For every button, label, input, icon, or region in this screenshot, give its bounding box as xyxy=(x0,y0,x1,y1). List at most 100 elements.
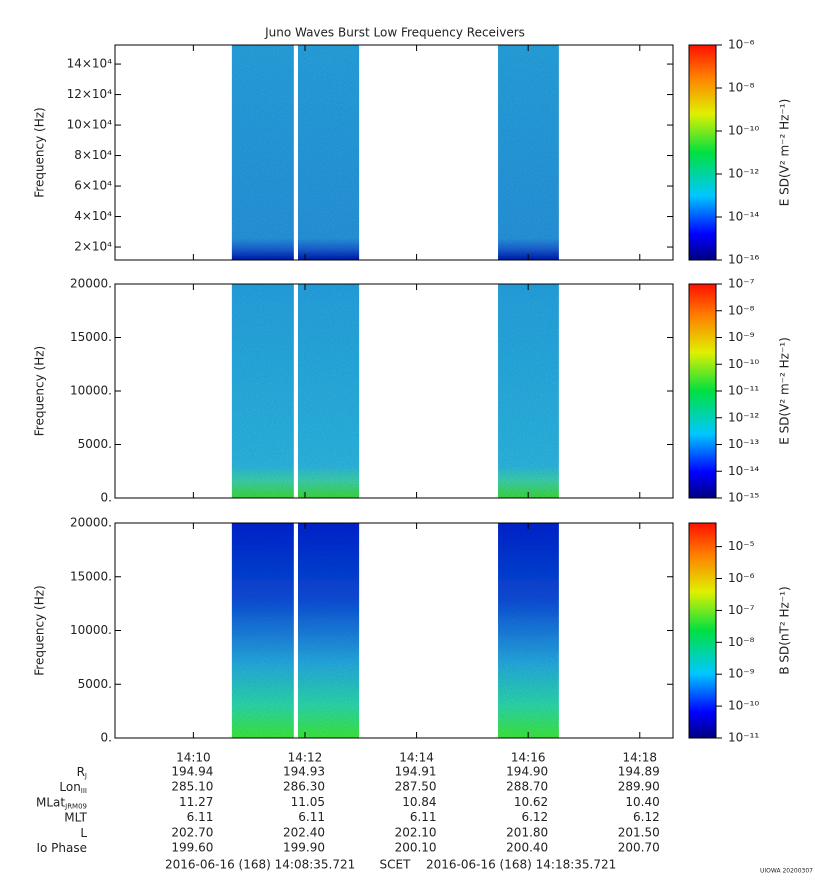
y-tick-label: 0. xyxy=(101,491,112,505)
colorbar-tick-label: 10⁻¹¹ xyxy=(728,731,759,745)
y-tick-label: 10000. xyxy=(70,623,112,637)
spectrogram-block xyxy=(498,523,559,738)
ephemeris-value: 194.91 xyxy=(395,765,437,779)
y-tick-label: 5000. xyxy=(78,677,112,691)
colorbar-tick-label: 10⁻⁷ xyxy=(728,277,755,291)
ephemeris-value: 194.94 xyxy=(171,765,213,779)
ephemeris-label-sub: III xyxy=(81,787,87,795)
plot-frame xyxy=(114,283,674,499)
colorbar-tick-label: 10⁻¹⁰ xyxy=(728,699,759,713)
colorbar-tick-label: 10⁻¹⁶ xyxy=(728,253,759,267)
ephemeris-value: 199.60 xyxy=(171,841,213,855)
y-tick-label: 20000. xyxy=(70,277,112,291)
spectrogram-block xyxy=(298,45,360,260)
ephemeris-value: 285.10 xyxy=(171,780,213,794)
footer-start: 2016-06-16 (168) 14:08:35.721 xyxy=(165,858,355,872)
colorbar-tick-label: 10⁻¹⁰ xyxy=(728,124,759,138)
chart-title: Juno Waves Burst Low Frequency Receivers xyxy=(264,26,525,40)
y-tick-label: 8×10⁴ xyxy=(74,148,112,162)
colorbar-tick-label: 10⁻⁶ xyxy=(728,571,755,585)
colorbar-tick-label: 10⁻¹³ xyxy=(728,437,759,451)
ephemeris-value: 288.70 xyxy=(506,780,548,794)
ephemeris-label-main: R xyxy=(77,765,85,779)
ephemeris-label: Io Phase xyxy=(36,841,87,855)
y-tick-label: 0. xyxy=(101,731,112,745)
y-tick-label: 5000. xyxy=(78,437,112,451)
x-tick-label: 14:16 xyxy=(511,751,546,765)
y-tick-label: 12×10⁴ xyxy=(67,87,113,101)
colorbar-tick-label: 10⁻¹⁴ xyxy=(728,464,759,478)
ephemeris-label-main: L xyxy=(80,825,87,839)
ephemeris-label-main: Io Phase xyxy=(36,841,87,855)
ephemeris-value: 194.93 xyxy=(283,765,325,779)
plot-frame xyxy=(114,522,674,739)
y-tick-label: 4×10⁴ xyxy=(74,209,112,223)
ephemeris-value: 202.40 xyxy=(283,825,325,839)
colorbar-tick-label: 10⁻⁷ xyxy=(728,603,755,617)
colorbar-tick-label: 10⁻¹⁵ xyxy=(728,491,759,505)
ephemeris-label: L xyxy=(80,825,87,839)
ephemeris-label-main: MLT xyxy=(64,810,87,824)
ephemeris-value: 6.11 xyxy=(298,810,325,824)
colorbar xyxy=(688,522,717,739)
plot-frame xyxy=(114,44,674,261)
ephemeris-value: 201.50 xyxy=(618,825,660,839)
ephemeris-value: 199.90 xyxy=(283,841,325,855)
ephemeris-value: 10.84 xyxy=(402,795,436,809)
x-tick-label: 14:18 xyxy=(622,751,657,765)
y-tick-label: 10×10⁴ xyxy=(67,118,113,132)
colorbar xyxy=(688,283,717,499)
colorbar xyxy=(688,44,717,261)
x-tick-label: 14:14 xyxy=(399,751,434,765)
footer-frame: SCET xyxy=(380,858,412,872)
ephemeris-value: 11.27 xyxy=(179,795,213,809)
colorbar-tick-label: 10⁻¹⁰ xyxy=(728,357,759,371)
ephemeris-label-sub: J xyxy=(84,772,87,780)
ephemeris-value: 6.12 xyxy=(633,810,660,824)
ephemeris-value: 10.40 xyxy=(625,795,659,809)
ephemeris-label-main: Lon xyxy=(59,780,80,794)
colorbar-label: E SD(V² m⁻² Hz⁻¹) xyxy=(778,99,792,207)
colorbar-tick-label: 10⁻⁹ xyxy=(728,330,755,344)
ephemeris-value: 202.10 xyxy=(395,825,437,839)
colorbar-tick-label: 10⁻⁸ xyxy=(728,635,755,649)
colorbar-tick-label: 10⁻⁶ xyxy=(728,38,755,52)
ephemeris-value: 286.30 xyxy=(283,780,325,794)
ephemeris-value: 200.40 xyxy=(506,841,548,855)
colorbar-label: E SD(V² m⁻² Hz⁻¹) xyxy=(778,337,792,445)
ephemeris-label: LonIII xyxy=(59,780,87,796)
spectrogram-block xyxy=(231,45,294,260)
y-tick-label: 15000. xyxy=(70,569,112,583)
colorbar-tick-label: 10⁻⁸ xyxy=(728,81,755,95)
ephemeris-value: 6.11 xyxy=(410,810,437,824)
footer-end: 2016-06-16 (168) 14:18:35.721 xyxy=(426,858,616,872)
ephemeris-value: 6.11 xyxy=(187,810,214,824)
y-tick-label: 14×10⁴ xyxy=(67,57,113,71)
colorbar-tick-label: 10⁻¹¹ xyxy=(728,384,759,398)
ephemeris-label: MLatJRM09 xyxy=(36,795,87,811)
y-tick-label: 20000. xyxy=(70,516,112,530)
ephemeris-value: 200.10 xyxy=(395,841,437,855)
spectrogram-block xyxy=(498,45,559,260)
ephemeris-value: 10.62 xyxy=(514,795,548,809)
ephemeris-label: RJ xyxy=(77,765,87,781)
y-tick-label: 2×10⁴ xyxy=(74,240,112,254)
y-tick-label: 15000. xyxy=(70,330,112,344)
colorbar-tick-label: 10⁻¹² xyxy=(728,167,759,181)
spectrogram-block xyxy=(231,284,294,498)
ephemeris-label-main: MLat xyxy=(36,795,65,809)
colorbar-tick-label: 10⁻¹² xyxy=(728,410,759,424)
ephemeris-value: 194.89 xyxy=(618,765,660,779)
colorbar-label: B SD(nT² Hz⁻¹) xyxy=(778,586,792,674)
y-axis-label: Frequency (Hz) xyxy=(33,585,47,676)
ephemeris-value: 11.05 xyxy=(291,795,325,809)
footer-stamp: UIOWA 20200307 xyxy=(760,868,813,875)
y-axis-label: Frequency (Hz) xyxy=(33,107,47,198)
ephemeris-value: 289.90 xyxy=(618,780,660,794)
colorbar-tick-label: 10⁻⁸ xyxy=(728,303,755,317)
spectrogram-block xyxy=(298,284,360,498)
ephemeris-label: MLT xyxy=(64,810,87,824)
spectrogram-block xyxy=(298,523,360,738)
